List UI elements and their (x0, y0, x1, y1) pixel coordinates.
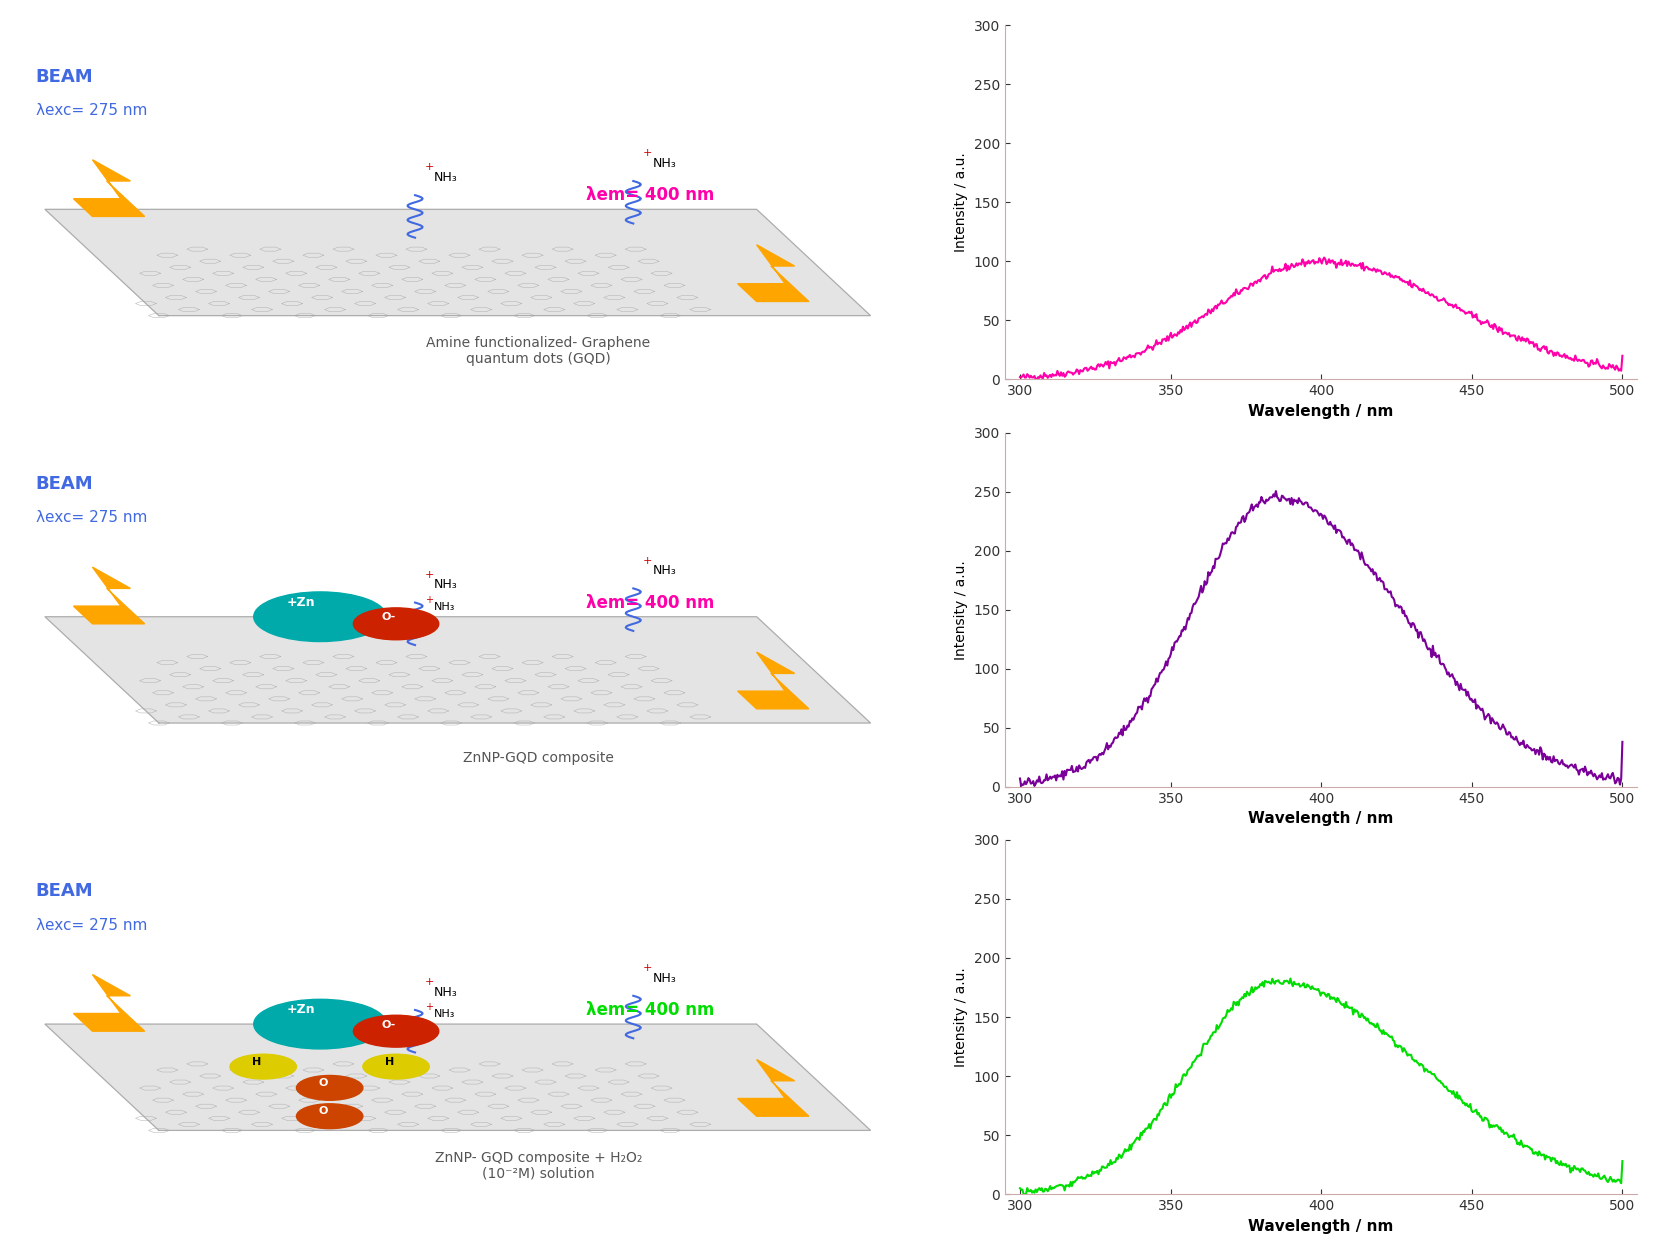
X-axis label: Wavelength / nm: Wavelength / nm (1249, 403, 1394, 419)
Polygon shape (45, 617, 870, 723)
Text: +: + (425, 595, 433, 605)
Text: BEAM: BEAM (35, 68, 93, 85)
Text: λem= 400 nm: λem= 400 nm (586, 593, 715, 612)
Polygon shape (45, 210, 870, 316)
Polygon shape (73, 567, 144, 623)
Y-axis label: Intensity / a.u.: Intensity / a.u. (954, 967, 968, 1067)
Text: +: + (425, 977, 433, 987)
Text: +: + (425, 1002, 433, 1012)
Text: NH₃: NH₃ (652, 972, 676, 984)
Text: ZnNP- GQD composite + H₂O₂
(10⁻²M) solution: ZnNP- GQD composite + H₂O₂ (10⁻²M) solut… (435, 1150, 642, 1180)
Circle shape (253, 592, 387, 641)
Text: NH₃: NH₃ (433, 602, 455, 612)
Circle shape (354, 608, 438, 640)
Text: λexc= 275 nm: λexc= 275 nm (35, 103, 147, 118)
Text: O: O (318, 1106, 327, 1116)
Text: ZnNP-GQD composite: ZnNP-GQD composite (463, 752, 614, 766)
Text: +: + (425, 162, 433, 172)
Y-axis label: Intensity / a.u.: Intensity / a.u. (954, 559, 968, 660)
Text: NH₃: NH₃ (652, 157, 676, 170)
Text: +: + (643, 148, 652, 158)
Text: λem= 400 nm: λem= 400 nm (586, 1001, 715, 1019)
Text: +Zn: +Zn (286, 596, 316, 610)
Polygon shape (738, 1060, 809, 1116)
Circle shape (362, 1055, 430, 1079)
Text: +: + (643, 963, 652, 973)
Circle shape (253, 999, 387, 1048)
Text: O: O (318, 1079, 327, 1089)
Text: BEAM: BEAM (35, 475, 93, 493)
Polygon shape (738, 652, 809, 709)
Circle shape (230, 1055, 296, 1079)
Text: BEAM: BEAM (35, 882, 93, 900)
Text: +: + (643, 556, 652, 566)
Text: H: H (251, 1057, 261, 1067)
Circle shape (354, 1016, 438, 1047)
X-axis label: Wavelength / nm: Wavelength / nm (1249, 1218, 1394, 1233)
Circle shape (296, 1076, 362, 1100)
Text: λexc= 275 nm: λexc= 275 nm (35, 918, 147, 933)
Text: λexc= 275 nm: λexc= 275 nm (35, 510, 147, 525)
Text: O-: O- (382, 612, 395, 622)
Polygon shape (73, 974, 144, 1031)
Polygon shape (738, 245, 809, 302)
Y-axis label: Intensity / a.u.: Intensity / a.u. (954, 152, 968, 253)
Text: +Zn: +Zn (286, 1003, 316, 1017)
Circle shape (296, 1104, 362, 1129)
Text: NH₃: NH₃ (433, 985, 458, 999)
Text: +: + (425, 569, 433, 579)
Polygon shape (73, 160, 144, 216)
Text: NH₃: NH₃ (652, 564, 676, 577)
X-axis label: Wavelength / nm: Wavelength / nm (1249, 811, 1394, 826)
Polygon shape (45, 1024, 870, 1130)
Text: Amine functionalized- Graphene
quantum dots (GQD): Amine functionalized- Graphene quantum d… (427, 336, 650, 366)
Text: O-: O- (382, 1019, 395, 1029)
Text: NH₃: NH₃ (433, 171, 458, 184)
Text: λem= 400 nm: λem= 400 nm (586, 186, 715, 204)
Text: H: H (385, 1057, 394, 1067)
Text: NH₃: NH₃ (433, 578, 458, 591)
Text: NH₃: NH₃ (433, 1009, 455, 1019)
